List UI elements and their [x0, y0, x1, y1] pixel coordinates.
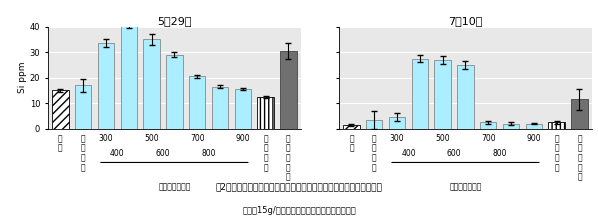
Text: シ
リ
カ
ゲ
ル: シ リ カ ゲ ル	[577, 134, 582, 182]
Text: 粘がら燃焼温度: 粘がら燃焼温度	[449, 182, 481, 191]
Y-axis label: Si ppm: Si ppm	[18, 62, 27, 93]
Text: 800: 800	[492, 149, 507, 158]
Text: ケ
イ
カ
ル: ケ イ カ ル	[554, 134, 559, 172]
Text: 600: 600	[447, 149, 462, 158]
Bar	[548, 122, 565, 129]
Text: 600: 600	[155, 149, 170, 158]
Bar	[166, 55, 182, 129]
Text: 400: 400	[110, 149, 125, 158]
Title: 7月10日: 7月10日	[448, 16, 483, 26]
Bar	[457, 65, 474, 129]
Bar	[526, 124, 542, 129]
Text: 300: 300	[390, 134, 404, 143]
Text: （現犒15g/ポット施用、シリカゲルは肥料用）: （現犒15g/ポット施用、シリカゲルは肥料用）	[242, 206, 356, 216]
Bar	[366, 120, 383, 129]
Bar	[121, 25, 137, 129]
Text: 生
粘
が
ら: 生 粘 が ら	[81, 134, 86, 172]
Text: 500: 500	[435, 134, 450, 143]
Text: ケ
イ
カ
ル: ケ イ カ ル	[263, 134, 268, 172]
Text: 粘がら燃焼温度: 粘がら燃焼温度	[158, 182, 191, 191]
Text: 対
照: 対 照	[349, 134, 354, 153]
Text: 900: 900	[236, 134, 250, 143]
Bar	[75, 85, 91, 129]
Bar	[343, 125, 359, 129]
Bar	[389, 117, 405, 129]
Text: 800: 800	[202, 149, 216, 158]
Text: 300: 300	[99, 134, 113, 143]
Text: シ
リ
カ
ゲ
ル: シ リ カ ゲ ル	[286, 134, 291, 182]
Bar	[144, 40, 160, 129]
Bar	[280, 51, 297, 129]
Bar	[98, 43, 114, 129]
Bar	[212, 87, 228, 129]
Bar	[571, 99, 588, 129]
Text: 500: 500	[144, 134, 159, 143]
Title: 5月29日: 5月29日	[157, 16, 191, 26]
Bar	[480, 122, 496, 129]
Bar	[435, 60, 451, 129]
Text: 900: 900	[527, 134, 541, 143]
Text: 700: 700	[481, 134, 496, 143]
Text: 対
照: 対 照	[58, 134, 63, 153]
Text: 400: 400	[401, 149, 416, 158]
Bar	[52, 91, 69, 129]
Bar	[411, 59, 428, 129]
Bar	[189, 76, 205, 129]
Text: 700: 700	[190, 134, 205, 143]
Bar	[503, 124, 519, 129]
Bar	[234, 89, 251, 129]
Text: 図2　燃焼温度の異なる粘殿灰等施用ポットの土壌溶液中ケイ素濃度: 図2 燃焼温度の異なる粘殿灰等施用ポットの土壌溶液中ケイ素濃度	[215, 182, 383, 191]
Bar	[257, 97, 274, 129]
Text: 生
粘
が
ら: 生 粘 が ら	[372, 134, 377, 172]
